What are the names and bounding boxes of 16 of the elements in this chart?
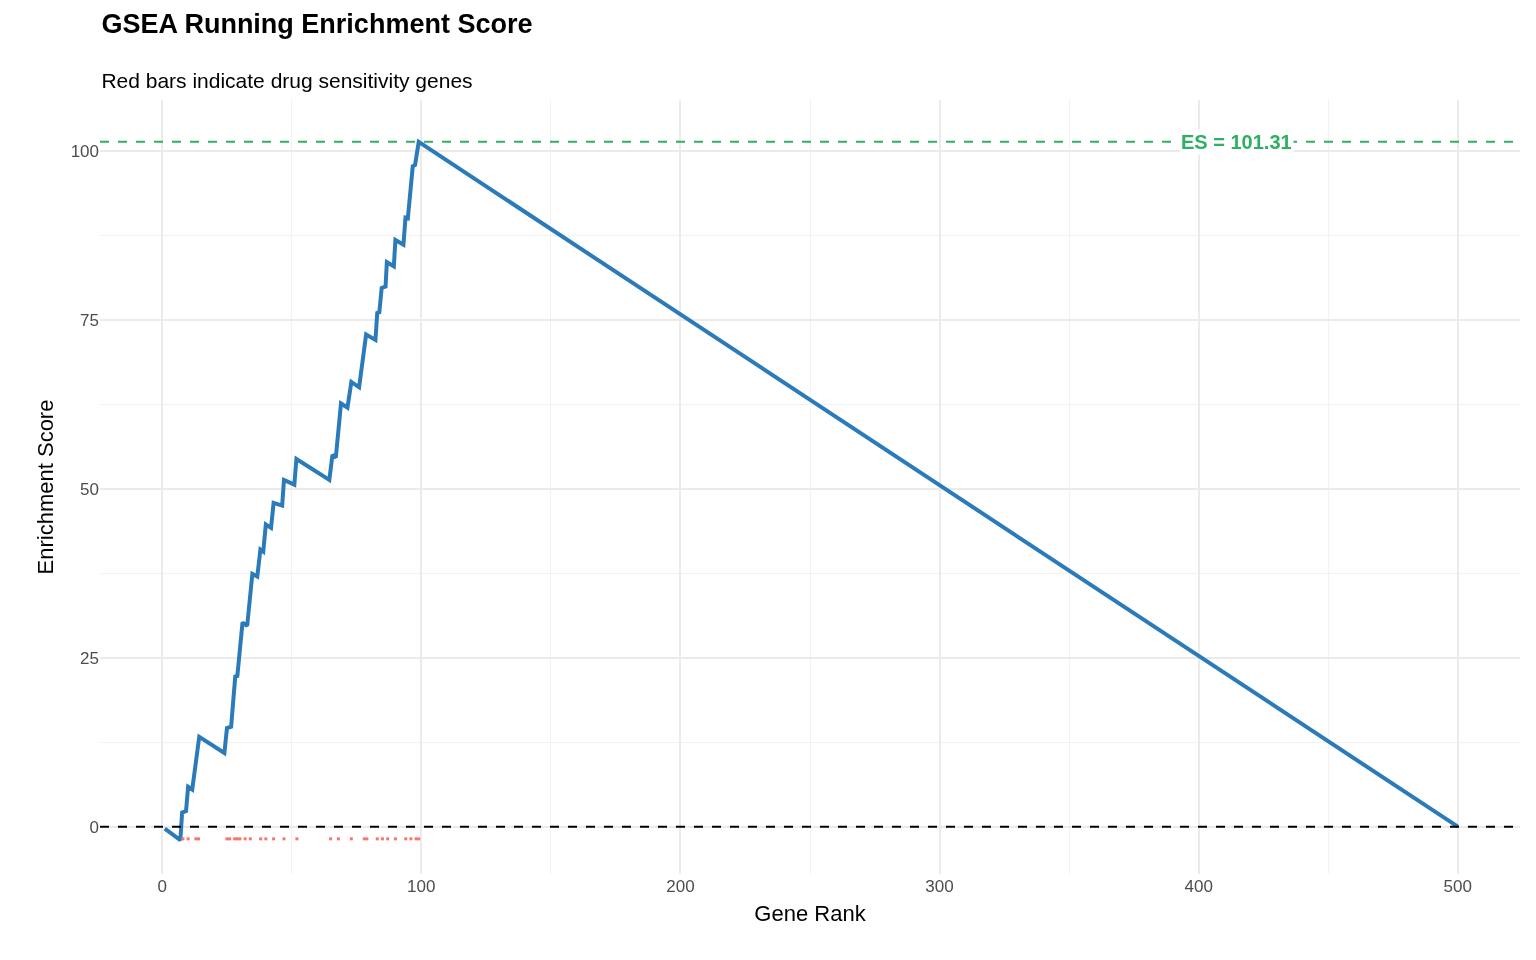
x-tick-label: 300 xyxy=(925,877,954,896)
x-tick-label: 100 xyxy=(407,877,436,896)
x-tick-label: 400 xyxy=(1184,877,1213,896)
y-tick-label: 0 xyxy=(89,817,99,837)
chart-title: GSEA Running Enrichment Score xyxy=(101,9,533,40)
x-tick-label: 500 xyxy=(1443,877,1472,896)
ref-line-label: ES = 101.31 xyxy=(1181,131,1292,153)
y-axis-title: Enrichment Score xyxy=(33,399,59,575)
x-tick-label: 0 xyxy=(157,877,167,896)
y-tick-label: 75 xyxy=(80,310,99,330)
y-tick-label: 100 xyxy=(70,141,99,161)
x-axis-title: Gene Rank xyxy=(754,900,867,926)
y-tick-label: 25 xyxy=(80,648,99,668)
chart-subtitle: Red bars indicate drug sensitivity genes xyxy=(101,68,473,92)
x-tick-label: 200 xyxy=(666,877,695,896)
y-tick-label: 50 xyxy=(80,479,99,499)
